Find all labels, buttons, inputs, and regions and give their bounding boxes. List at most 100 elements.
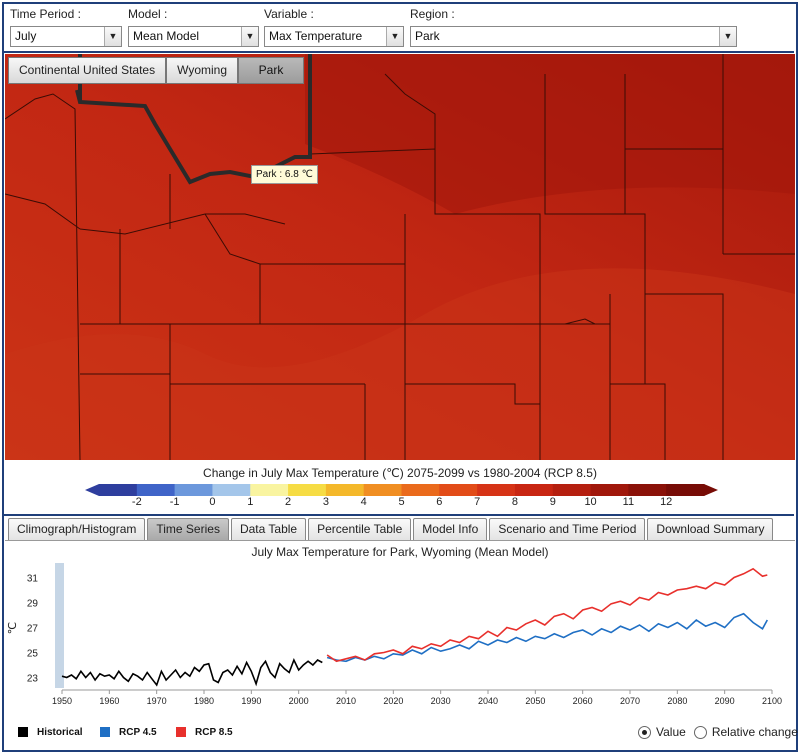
series-line-rcp-4-5 <box>326 612 769 663</box>
x-tick-label: 2000 <box>289 696 309 706</box>
legend-swatch-historical <box>18 727 28 737</box>
tab-model-info[interactable]: Model Info <box>413 518 488 540</box>
tab-climograph[interactable]: Climograph/Histogram <box>8 518 146 540</box>
x-tick-label: 2020 <box>383 696 403 706</box>
tab-data-table[interactable]: Data Table <box>230 518 307 540</box>
model-label: Model : <box>128 7 168 21</box>
legend-tick-label: 2 <box>285 496 292 508</box>
legend-color-segment <box>666 484 705 496</box>
y-tick-label: 27 <box>27 624 39 635</box>
legend-tick-label: 1 <box>247 496 254 508</box>
legend-tick-label: 4 <box>360 496 367 508</box>
legend-label-rcp85: RCP 8.5 <box>195 726 233 738</box>
y-tick-label: 25 <box>27 649 39 660</box>
y-axis-label: ℃ <box>7 622 19 634</box>
county-map-svg <box>5 54 795 460</box>
map-tab-wyoming[interactable]: Wyoming <box>166 57 238 84</box>
legend-arrow-high <box>704 484 718 496</box>
tab-percentile-table[interactable]: Percentile Table <box>308 518 412 540</box>
time-period-label: Time Period : <box>10 7 81 21</box>
x-tick-label: 2030 <box>431 696 451 706</box>
tab-download-summary[interactable]: Download Summary <box>647 518 774 540</box>
x-tick-label: 1960 <box>99 696 119 706</box>
legend-color-segment <box>552 484 592 496</box>
radio-relative-label: Relative change <box>711 725 798 739</box>
legend-tick-label: 8 <box>511 496 518 508</box>
divider <box>4 51 794 53</box>
y-tick-label: 23 <box>27 674 39 685</box>
legend-tick-label: 10 <box>584 496 597 508</box>
legend-tick-label: 6 <box>436 496 443 508</box>
park-county-outline <box>75 54 312 185</box>
region-value: Park <box>415 29 440 43</box>
radio-value[interactable] <box>638 725 651 739</box>
legend-tick-label: -1 <box>169 496 180 508</box>
county-boundaries <box>5 54 795 460</box>
temperature-map[interactable] <box>5 54 795 460</box>
legend-tick-label: 7 <box>474 496 481 508</box>
legend-color-segment <box>99 484 138 496</box>
legend-color-segment <box>136 484 176 496</box>
map-tab-park[interactable]: Park <box>238 57 304 84</box>
variable-select[interactable]: Max Temperature ▼ <box>264 26 404 47</box>
legend-swatch-rcp45 <box>100 727 110 737</box>
legend-color-segment <box>363 484 402 496</box>
variable-value: Max Temperature <box>269 29 363 43</box>
map-tab-continental-us[interactable]: Continental United States <box>8 57 167 84</box>
legend-color-segment <box>514 484 554 496</box>
legend-tick-label: 0 <box>209 496 216 508</box>
legend-tick-label: 9 <box>549 496 556 508</box>
region-control: Region : <box>410 6 455 24</box>
radio-relative-change[interactable] <box>693 725 707 739</box>
legend-swatch-rcp85 <box>176 727 186 737</box>
legend-color-segment <box>439 484 478 496</box>
series-line-rcp-8-5 <box>326 567 768 663</box>
region-label: Region : <box>410 7 455 21</box>
region-select[interactable]: Park ▼ <box>410 26 737 47</box>
legend-color-segment <box>477 484 516 496</box>
tabs-underline <box>5 540 795 541</box>
x-tick-label: 1950 <box>52 696 72 706</box>
legend-color-segment <box>250 484 289 496</box>
series-legend-historical[interactable]: Historical <box>18 724 83 740</box>
model-select[interactable]: Mean Model ▼ <box>128 26 259 47</box>
bottom-tabs: Climograph/Histogram Time Series Data Ta… <box>8 518 775 540</box>
warming-zone <box>5 268 795 460</box>
map-tabs: Continental United States Wyoming Park <box>8 57 304 84</box>
chart-title: July Max Temperature for Park, Wyoming (… <box>251 545 549 559</box>
display-mode-radios: Value Relative change <box>638 724 798 740</box>
x-tick-label: 2080 <box>667 696 687 706</box>
time-series-chart: ℃ 23 25 27 29 31 1950 1960 1970 1980 1990 2000 2010 2… <box>0 560 800 710</box>
warming-zone-high <box>305 54 795 214</box>
legend-arrow-low <box>85 484 99 496</box>
controls-bar: Time Period : July ▼ Model : Mean Model … <box>6 6 792 52</box>
time-series-svg: ℃ 23 25 27 29 31 1950 1960 1970 1980 1990 2000 2010 2… <box>7 563 782 706</box>
legend-ticks: -2 -1 0 1 2 3 4 5 6 7 8 9 10 11 12 <box>0 496 800 512</box>
x-tick-label: 1970 <box>147 696 167 706</box>
legend-color-segment <box>288 484 327 496</box>
x-tick-label: 2060 <box>573 696 593 706</box>
legend-color-segment <box>212 484 251 496</box>
legend-color-segment <box>174 484 213 496</box>
divider <box>4 514 794 516</box>
x-tick-label: 2090 <box>715 696 735 706</box>
radio-value-label: Value <box>656 725 686 739</box>
time-period-value: July <box>15 29 37 43</box>
tab-time-series[interactable]: Time Series <box>147 518 229 540</box>
time-period-select[interactable]: July ▼ <box>10 26 122 47</box>
legend-label-rcp45: RCP 4.5 <box>119 726 157 738</box>
y-tick-label: 31 <box>27 574 39 585</box>
x-tick-label: 2040 <box>478 696 498 706</box>
chevron-down-icon: ▼ <box>719 27 736 46</box>
legend-color-segment <box>325 484 365 496</box>
series-legend-rcp45[interactable]: RCP 4.5 <box>100 724 157 740</box>
chevron-down-icon: ▼ <box>104 27 121 46</box>
variable-control: Variable : <box>264 6 314 24</box>
legend-label-historical: Historical <box>37 726 83 738</box>
series-legend-rcp85[interactable]: RCP 8.5 <box>176 724 233 740</box>
legend-title: Change in July Max Temperature (℃) 2075-… <box>203 466 597 480</box>
x-tick-label: 2070 <box>620 696 640 706</box>
chevron-down-icon: ▼ <box>386 27 403 46</box>
tab-scenario-time-period[interactable]: Scenario and Time Period <box>489 518 646 540</box>
